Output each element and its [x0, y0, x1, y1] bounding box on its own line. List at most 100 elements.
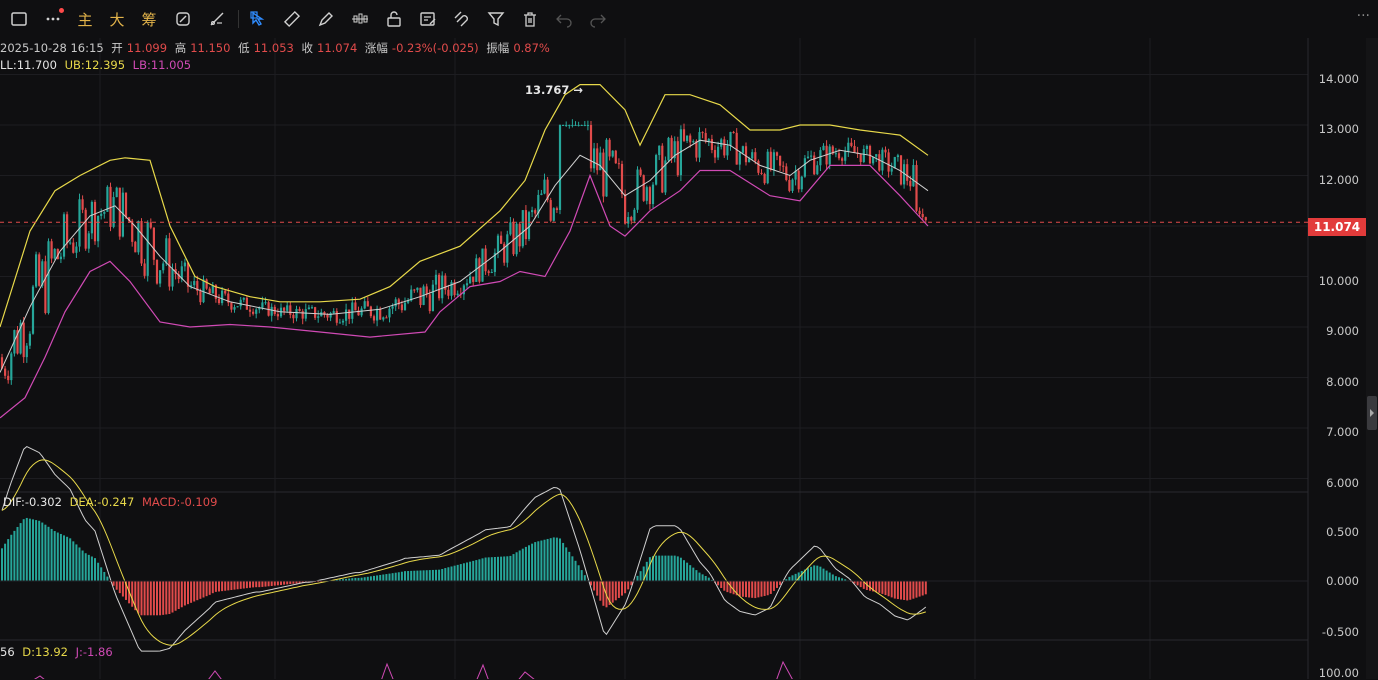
macd-histogram-bar: [249, 581, 251, 588]
macd-histogram-bar: [896, 581, 899, 600]
candle-body: [583, 125, 586, 126]
candle-body: [394, 299, 397, 307]
macd-histogram-bar: [369, 576, 372, 581]
macd-histogram-bar: [689, 565, 692, 581]
macd-histogram-bar: [28, 518, 31, 581]
candle-body: [317, 316, 320, 318]
lock-icon[interactable]: [381, 6, 407, 32]
macd-histogram-bar: [555, 537, 558, 581]
undo-icon[interactable]: [551, 6, 577, 32]
layout-icon[interactable]: [6, 6, 32, 32]
trash-icon[interactable]: [517, 6, 543, 32]
candle-body: [103, 211, 106, 214]
macd-histogram-bar: [230, 581, 233, 591]
macd-histogram-bar: [506, 556, 509, 581]
candle-body: [196, 281, 199, 291]
macd-histogram-bar: [800, 571, 803, 581]
macd-macd-value: MACD:-0.109: [141, 495, 218, 509]
macd-histogram-bar: [869, 581, 871, 591]
ruler-icon[interactable]: [279, 6, 305, 32]
price-axis[interactable]: 14.000 13.000 12.000 10.000 9.000 8.000 …: [1311, 38, 1365, 680]
macd-histogram-bar: [797, 572, 800, 581]
ohlc-info-line: 2025-10-28 16:15 开 11.099 高 11.150 低 11.053…: [0, 40, 554, 56]
candle-body: [599, 152, 602, 171]
macd-histogram-bar: [590, 581, 592, 586]
macd-histogram-bar: [298, 581, 301, 584]
candle-body: [248, 309, 252, 312]
candle-body: [754, 152, 757, 161]
scrollbar[interactable]: [1366, 38, 1378, 679]
redo-icon[interactable]: [585, 6, 611, 32]
candle-body: [289, 305, 292, 315]
candle-body: [168, 238, 171, 287]
macd-histogram-bar: [171, 581, 174, 613]
candle-body: [695, 141, 698, 158]
macd-histogram-bar: [602, 581, 605, 606]
candle-body: [255, 309, 258, 314]
macd-histogram-bar: [748, 581, 751, 598]
macd-histogram-bar: [453, 565, 456, 581]
macd-histogram-bar: [193, 581, 196, 602]
candle-body: [555, 208, 558, 210]
candle-body: [586, 125, 589, 126]
candle-body: [366, 301, 369, 307]
filter-icon[interactable]: [483, 6, 509, 32]
open-label: 开: [111, 41, 123, 55]
low-label: 低: [238, 41, 250, 55]
macd-histogram-bar: [354, 577, 357, 581]
select-icon[interactable]: [245, 6, 271, 32]
candle-body: [112, 197, 115, 227]
magnet-icon[interactable]: [449, 6, 475, 32]
macd-histogram-bar: [466, 562, 468, 581]
price-tick: 10.000: [1318, 274, 1359, 288]
more-options-icon[interactable]: ···: [1356, 8, 1370, 24]
pen-icon[interactable]: [313, 6, 339, 32]
candle-body: [689, 135, 692, 143]
candle-icon[interactable]: [347, 6, 373, 32]
indicator-big-button[interactable]: 大: [109, 10, 125, 29]
more-icon[interactable]: [40, 6, 66, 32]
macd-histogram-bar: [729, 581, 732, 594]
candle-body: [224, 290, 227, 294]
candle-body: [732, 131, 735, 133]
macd-histogram-bar: [524, 546, 527, 581]
candle-body: [509, 222, 512, 235]
macd-histogram-bar: [478, 559, 481, 581]
macd-histogram-bar: [357, 577, 360, 581]
macd-histogram-bar: [745, 581, 747, 598]
indicator-main-button[interactable]: 主: [77, 10, 93, 29]
macd-histogram-bar: [534, 542, 537, 581]
macd-histogram-bar: [881, 581, 884, 594]
macd-histogram-bar: [7, 539, 10, 581]
macd-histogram-bar: [583, 575, 586, 581]
note-icon[interactable]: [415, 6, 441, 32]
notification-dot: [59, 8, 64, 13]
candle-body: [549, 200, 552, 221]
scroll-handle[interactable]: [1367, 396, 1377, 430]
macd-histogram-bar: [692, 567, 695, 581]
draw-icon[interactable]: [170, 6, 196, 32]
macd-histogram-bar: [521, 548, 524, 581]
macd-histogram-bar: [822, 568, 825, 581]
macd-histogram-bar: [177, 581, 180, 610]
indicator-chips-button[interactable]: 筹: [141, 10, 157, 29]
macd-histogram-bar: [512, 554, 515, 581]
candle-body: [295, 308, 298, 319]
macd-histogram-bar: [22, 519, 25, 581]
macd-histogram-bar: [13, 530, 16, 581]
macd-histogram-bar: [32, 519, 34, 581]
candle-body: [475, 258, 478, 282]
macd-histogram-bar: [472, 560, 475, 581]
candle-body: [4, 368, 7, 376]
macd-histogram-bar: [459, 564, 462, 581]
candle-body: [360, 308, 363, 316]
candle-body: [97, 215, 100, 242]
macd-histogram-bar: [490, 557, 493, 581]
candle-body: [620, 163, 624, 195]
candle-body: [245, 297, 248, 310]
candle-body: [593, 148, 596, 169]
candle-body: [701, 132, 704, 134]
line-tool-icon[interactable]: [204, 6, 230, 32]
candle-body: [503, 243, 506, 263]
